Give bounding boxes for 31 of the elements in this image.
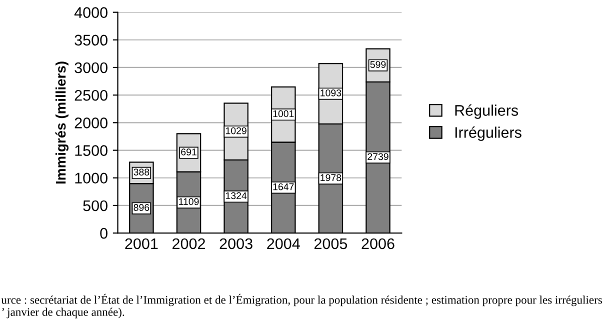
- y-tick-label: 1000: [75, 172, 108, 184]
- data-label: 1324: [226, 192, 247, 200]
- y-tick-label: 2000: [74, 118, 108, 128]
- data-label: 1093: [320, 89, 342, 96]
- data-label: 2739: [368, 153, 388, 160]
- x-tick-label: 2004: [267, 238, 300, 250]
- data-label: 1647: [273, 183, 294, 190]
- x-tick-label: 2005: [314, 238, 348, 250]
- data-label: 1109: [179, 198, 199, 206]
- legend-label: Réguliers: [455, 104, 518, 119]
- y-tick-label: 3500: [74, 34, 108, 46]
- text: urce : secrétariat de l’État de l’Immigration et de l’Émigration, pour la population résidente ; estimation propre pour les irréguliers ’ janvier de chaque année).: [1, 294, 602, 318]
- y-tick-label: 4000: [74, 7, 108, 18]
- x-tick-label: 2001: [125, 238, 158, 250]
- data-label: 599: [370, 61, 386, 68]
- data-label: 1001: [273, 110, 294, 118]
- y-tick-label: 500: [83, 200, 108, 212]
- y-tick-label: 0: [100, 228, 108, 239]
- y-tick-label: 3000: [74, 62, 108, 74]
- x-tick-label: 2006: [362, 238, 394, 250]
- x-tick-label: 2003: [220, 238, 252, 250]
- y-axis-title: Immigrés (milliers): [55, 62, 69, 184]
- data-label: 1978: [320, 174, 342, 182]
- y-tick-label: 2500: [74, 90, 108, 101]
- legend-label: Irréguliers: [455, 126, 522, 141]
- data-label: 691: [181, 148, 196, 156]
- data-label: 388: [134, 168, 150, 176]
- data-label: 896: [134, 204, 150, 211]
- x-tick-label: 2002: [172, 238, 205, 250]
- data-label: 1029: [226, 127, 246, 134]
- y-tick-label: 1500: [75, 145, 108, 156]
